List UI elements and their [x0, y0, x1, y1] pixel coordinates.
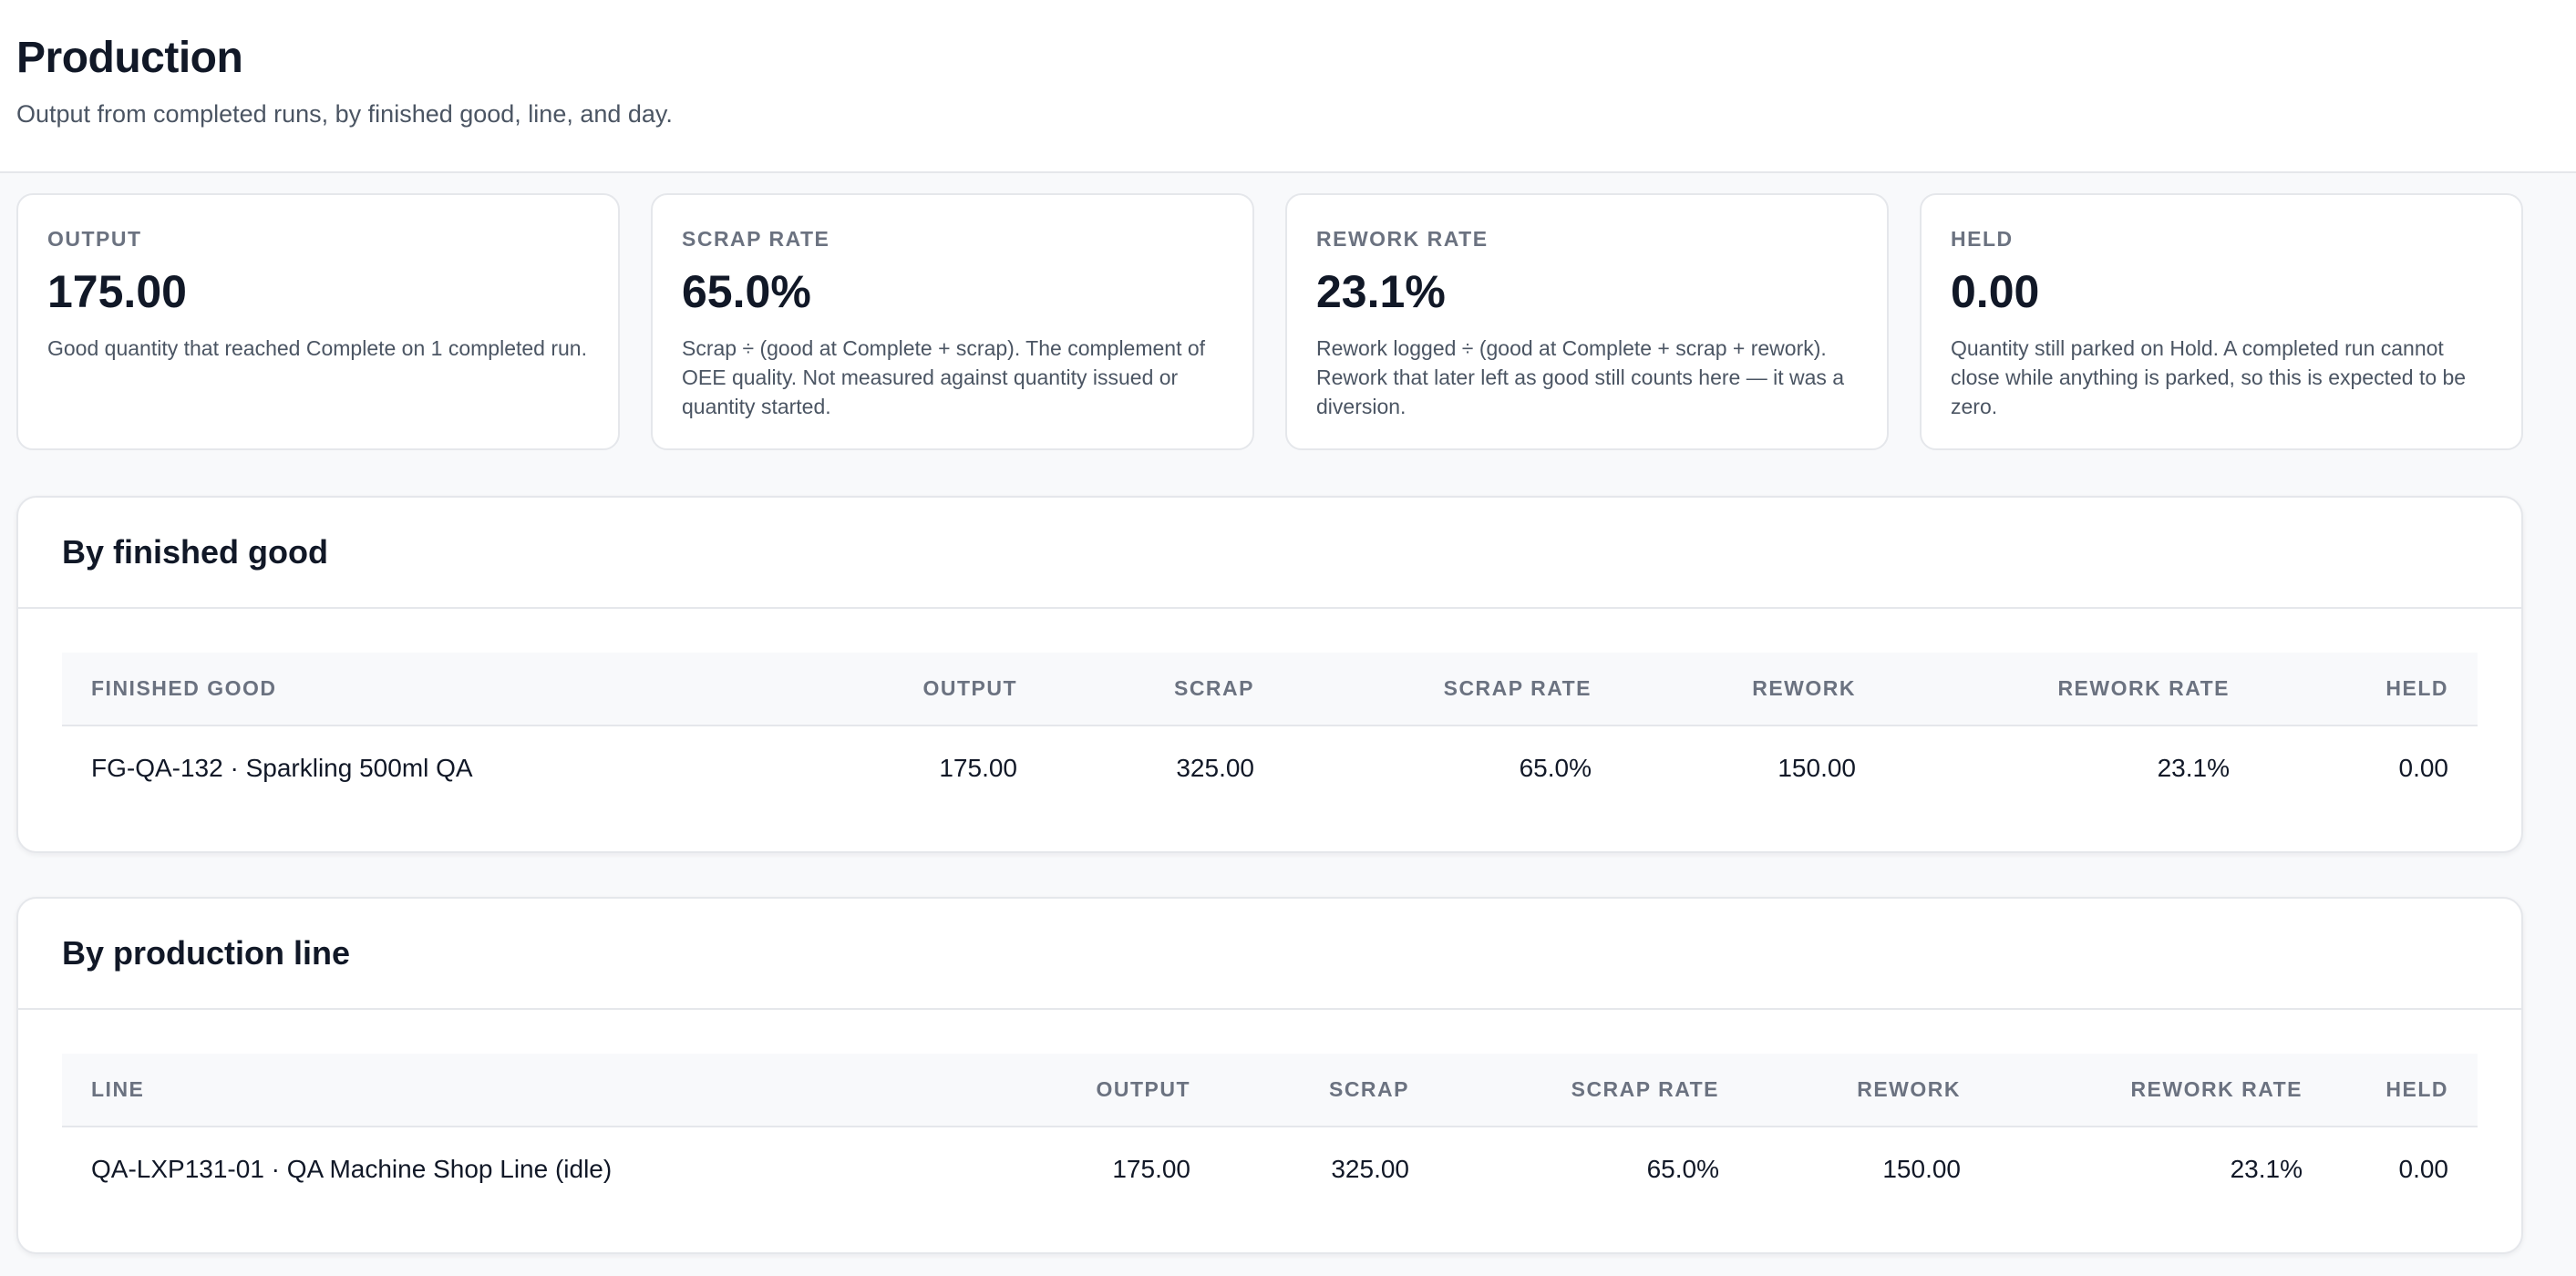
kpi-label: OUTPUT	[47, 227, 142, 251]
kpi-label: HELD	[1951, 227, 2014, 251]
kpi-value: 175.00	[47, 266, 187, 317]
column-header-finished-good[interactable]: FINISHED GOOD	[62, 653, 837, 726]
column-header-rework-rate[interactable]: REWORK RATE	[1990, 1054, 2332, 1127]
cell-scrap-rate: 65.0%	[1646, 1154, 1719, 1183]
column-header-held[interactable]: HELD	[2332, 1054, 2478, 1127]
table-header: FINISHED GOOD OUTPUT SCRAP SCRAP RATE RE…	[62, 653, 2478, 726]
cell-finished-good: FG-QA-132 · Sparkling 500ml QA	[91, 753, 473, 782]
finished-good-panel: By finished good FINISHED GOOD OUTPUT SC…	[16, 496, 2523, 853]
column-header-scrap-rate[interactable]: SCRAP RATE	[1438, 1054, 1748, 1127]
kpi-value: 23.1%	[1316, 266, 1446, 317]
panel-header: By production line	[18, 899, 2521, 1010]
kpi-card-held: HELD 0.00 Quantity still parked on Hold.…	[1920, 193, 2523, 450]
kpi-card-output: OUTPUT 175.00 Good quantity that reached…	[16, 193, 620, 450]
kpi-description: Quantity still parked on Hold. A complet…	[1951, 336, 2467, 418]
page-subtitle: Output from completed runs, by finished …	[16, 100, 673, 128]
kpi-card-scrap-rate: SCRAP RATE 65.0% Scrap ÷ (good at Comple…	[651, 193, 1254, 450]
cell-rework: 150.00	[1882, 1154, 1961, 1183]
finished-good-table: FINISHED GOOD OUTPUT SCRAP SCRAP RATE RE…	[62, 653, 2478, 809]
column-header-output[interactable]: OUTPUT	[974, 1054, 1220, 1127]
header-row: FINISHED GOOD OUTPUT SCRAP SCRAP RATE RE…	[62, 653, 2478, 726]
kpi-description: Good quantity that reached Complete on 1…	[47, 336, 587, 360]
cell-rework-rate: 23.1%	[2157, 753, 2230, 782]
table-row[interactable]: QA-LXP131-01 · QA Machine Shop Line (idl…	[62, 1127, 2478, 1210]
kpi-value: 65.0%	[682, 266, 811, 317]
cell-output: 175.00	[939, 753, 1017, 782]
cell-scrap: 325.00	[1176, 753, 1254, 782]
cell-rework-rate: 23.1%	[2230, 1154, 2303, 1183]
cell-held: 0.00	[2398, 1154, 2449, 1183]
column-header-rework-rate[interactable]: REWORK RATE	[1885, 653, 2259, 726]
column-header-scrap[interactable]: SCRAP	[1220, 1054, 1438, 1127]
column-header-rework[interactable]: REWORK	[1621, 653, 1885, 726]
kpi-value: 0.00	[1951, 266, 2040, 317]
page-title: Production	[16, 34, 243, 82]
production-line-panel: By production line LINE OUTPUT SCRAP SCR…	[16, 897, 2523, 1254]
kpi-description: Scrap ÷ (good at Complete + scrap). The …	[682, 336, 1206, 418]
cell-output: 175.00	[1112, 1154, 1190, 1183]
table-wrapper: LINE OUTPUT SCRAP SCRAP RATE REWORK REWO…	[18, 1010, 2521, 1210]
kpi-card-rework-rate: REWORK RATE 23.1% Rework logged ÷ (good …	[1285, 193, 1889, 450]
kpi-description: Rework logged ÷ (good at Complete + scra…	[1316, 336, 1845, 418]
column-header-output[interactable]: OUTPUT	[837, 653, 1046, 726]
table-header: LINE OUTPUT SCRAP SCRAP RATE REWORK REWO…	[62, 1054, 2478, 1127]
production-line-table: LINE OUTPUT SCRAP SCRAP RATE REWORK REWO…	[62, 1054, 2478, 1210]
panel-title: By production line	[62, 934, 351, 972]
cell-scrap: 325.00	[1331, 1154, 1409, 1183]
kpi-label: SCRAP RATE	[682, 227, 830, 251]
page-header: Production Output from completed runs, b…	[0, 0, 2576, 173]
cell-scrap-rate: 65.0%	[1519, 753, 1592, 782]
cell-held: 0.00	[2398, 753, 2449, 782]
table-row[interactable]: FG-QA-132 · Sparkling 500ml QA 175.00 32…	[62, 725, 2478, 809]
column-header-line[interactable]: LINE	[62, 1054, 974, 1127]
column-header-scrap-rate[interactable]: SCRAP RATE	[1283, 653, 1621, 726]
cell-line: QA-LXP131-01 · QA Machine Shop Line (idl…	[91, 1154, 613, 1183]
column-header-rework[interactable]: REWORK	[1748, 1054, 1990, 1127]
kpi-label: REWORK RATE	[1316, 227, 1489, 251]
column-header-held[interactable]: HELD	[2259, 653, 2478, 726]
panel-title: By finished good	[62, 533, 328, 571]
kpi-row: OUTPUT 175.00 Good quantity that reached…	[16, 193, 2523, 450]
cell-rework: 150.00	[1777, 753, 1856, 782]
header-row: LINE OUTPUT SCRAP SCRAP RATE REWORK REWO…	[62, 1054, 2478, 1127]
table-wrapper: FINISHED GOOD OUTPUT SCRAP SCRAP RATE RE…	[18, 609, 2521, 809]
column-header-scrap[interactable]: SCRAP	[1046, 653, 1283, 726]
panel-header: By finished good	[18, 498, 2521, 609]
